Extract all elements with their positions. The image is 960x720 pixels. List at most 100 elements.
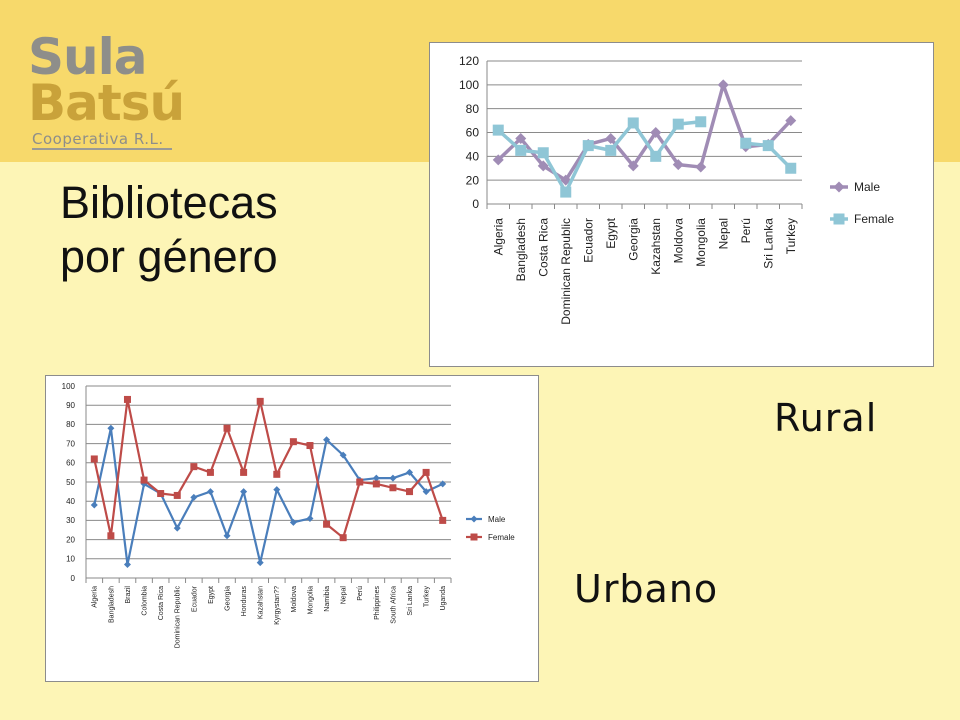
x-tick-label: Mongolia	[694, 218, 708, 267]
urban-chart: 0 10 20 30 40 50 60 70 80 90 100 Algeria Bangladesh B…	[45, 375, 539, 682]
male-data-point	[90, 501, 98, 509]
urban-label: Urbano	[574, 567, 719, 611]
urban-chart-svg: 0 10 20 30 40 50 60 70 80 90 100 Algeria Bangladesh B…	[62, 382, 516, 649]
male-data-point	[605, 132, 617, 144]
male-data-point	[306, 514, 314, 522]
x-tick-label: Perú	[739, 218, 753, 243]
male-data-point	[717, 79, 729, 91]
male-legend-marker	[470, 515, 478, 523]
y-tick-label: 30	[66, 516, 75, 525]
x-tick-label: Algeria	[92, 586, 99, 608]
male-data-point	[650, 127, 662, 138]
x-tick-label: Nepal	[341, 586, 348, 605]
male-data-point	[627, 160, 639, 172]
x-tick-label: Uganda	[440, 586, 447, 611]
x-tick-label: Kazahstan	[649, 218, 663, 275]
y-tick-label: 90	[66, 401, 75, 410]
x-tick-label: Moldova	[671, 218, 685, 264]
slide-title-line-1: Bibliotecas	[60, 177, 278, 228]
female-data-point	[289, 438, 297, 446]
female-data-point	[173, 491, 181, 499]
female-data-point	[740, 137, 752, 149]
female-data-point	[140, 476, 148, 484]
male-data-point	[695, 161, 707, 173]
logo-line-1: Sula	[28, 28, 147, 86]
male-data-point	[190, 493, 198, 501]
x-tick-label: Nepal	[716, 218, 730, 249]
male-legend-marker	[833, 181, 845, 193]
female-data-point	[389, 484, 397, 492]
x-tick-label: Sri Lanka	[761, 218, 775, 269]
female-data-point	[123, 395, 131, 403]
x-tick-label: Turkey	[424, 586, 431, 608]
x-tick-label: Algeria	[491, 218, 505, 256]
male-data-point	[339, 451, 347, 459]
x-tick-label: Moldova	[291, 586, 298, 613]
female-legend-label: Female	[488, 533, 515, 542]
female-data-point	[372, 480, 380, 488]
x-tick-label: Mongolia	[307, 586, 314, 615]
y-tick-label: 40	[66, 497, 75, 506]
y-tick-label: 40	[466, 150, 480, 164]
logo-line-2: Batsú	[28, 74, 185, 132]
female-data-point	[515, 144, 527, 156]
female-data-point	[223, 424, 231, 432]
rural-chart-svg: 0 20 40 60 80 100 120 Algeria Bangladesh Costa Ri…	[459, 54, 894, 325]
female-data-point	[107, 532, 115, 540]
female-series-line	[497, 120, 701, 194]
female-data-point	[695, 116, 707, 128]
male-data-point	[439, 480, 447, 488]
female-data-point	[273, 470, 281, 478]
female-data-point	[785, 162, 797, 174]
male-data-point	[123, 561, 131, 569]
female-data-point	[627, 117, 639, 129]
male-data-point	[515, 132, 527, 144]
logo-rule	[32, 148, 172, 150]
male-data-point	[422, 488, 430, 496]
female-data-point	[206, 468, 214, 476]
y-tick-label: 0	[71, 574, 76, 583]
male-data-point	[406, 468, 414, 476]
x-tick-label: Sri Lanka	[407, 586, 414, 616]
male-series-line	[497, 83, 793, 182]
male-data-point	[273, 486, 281, 494]
x-tick-label: Kazahstan	[258, 586, 265, 619]
rural-label: Rural	[774, 396, 878, 440]
x-tick-label: Bangladesh	[108, 586, 115, 623]
male-legend-label: Male	[488, 515, 506, 524]
slide-title-line-2: por género	[60, 231, 278, 282]
male-data-point	[173, 524, 181, 532]
x-tick-label: Costa Rica	[158, 586, 165, 620]
female-legend-marker	[833, 213, 845, 225]
x-tick-label: Honduras	[241, 586, 248, 617]
y-tick-label: 0	[472, 197, 479, 211]
female-legend-label: Female	[854, 212, 894, 226]
female-data-point	[256, 397, 264, 405]
y-tick-label: 100	[62, 382, 76, 391]
male-data-point	[223, 532, 231, 540]
female-data-point	[439, 516, 447, 524]
female-data-point	[582, 140, 594, 152]
female-data-point	[650, 150, 662, 162]
female-data-point	[605, 144, 617, 156]
female-data-point	[762, 140, 774, 152]
female-data-point	[240, 468, 248, 476]
x-tick-label: Kyrgystan??	[274, 586, 281, 625]
x-tick-label: Ecuador	[191, 585, 198, 612]
male-data-point	[389, 474, 397, 482]
y-tick-label: 20	[66, 535, 75, 544]
female-series-line	[93, 398, 444, 539]
x-tick-label: Perú	[357, 586, 364, 601]
y-tick-label: 80	[466, 102, 480, 116]
x-tick-label: Dominican Republic	[175, 586, 182, 649]
male-data-point	[206, 488, 214, 496]
female-data-point	[339, 534, 347, 542]
male-data-point	[785, 115, 797, 127]
x-tick-label: Ecuador	[581, 218, 595, 263]
male-legend-label: Male	[854, 180, 880, 194]
y-tick-label: 60	[66, 459, 75, 468]
male-data-point	[107, 424, 115, 432]
y-tick-label: 10	[66, 555, 75, 564]
female-data-point	[323, 520, 331, 528]
y-tick-label: 120	[459, 54, 479, 68]
